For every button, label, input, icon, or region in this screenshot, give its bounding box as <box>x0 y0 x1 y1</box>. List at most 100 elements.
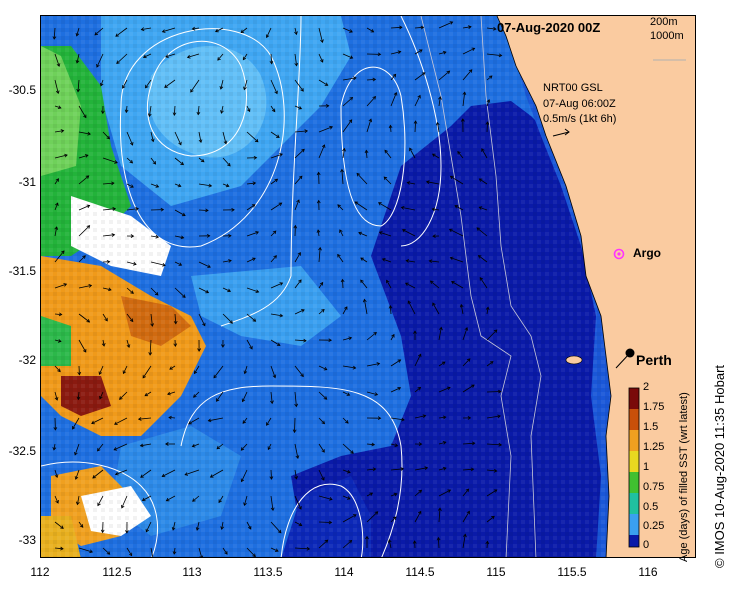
current-arrow <box>414 489 422 497</box>
ssh-contours <box>41 16 442 557</box>
current-arrow <box>366 27 374 33</box>
current-arrow <box>390 26 402 29</box>
current-arrow <box>486 443 502 446</box>
current-arrowhead <box>116 60 120 65</box>
current-arrow <box>198 157 205 163</box>
current-arrowhead <box>394 443 399 447</box>
y-tick-label: -31 <box>18 175 36 189</box>
scale-arrow <box>552 128 570 137</box>
current-arrowhead <box>108 287 112 292</box>
current-arrow <box>126 157 133 164</box>
current-arrowhead <box>241 398 246 403</box>
current-arrowhead <box>114 421 118 425</box>
current-arrowhead <box>454 205 459 209</box>
current-arrowhead <box>130 290 134 294</box>
current-arrowhead <box>418 442 423 446</box>
current-arrow <box>54 79 59 94</box>
current-arrowhead <box>442 441 447 445</box>
current-arrowhead <box>252 553 256 557</box>
current-arrow <box>54 313 62 315</box>
current-arrow <box>221 105 224 114</box>
x-tick-label: 112.5 <box>102 565 132 579</box>
current-arrowhead <box>306 546 311 551</box>
current-arrowhead <box>207 264 211 268</box>
current-arrow <box>102 157 118 164</box>
current-arrowhead <box>253 155 258 160</box>
current-arrow <box>360 279 368 289</box>
current-arrow <box>246 204 256 211</box>
current-arrowhead <box>193 394 197 398</box>
current-arrow <box>96 53 104 68</box>
current-arrowhead <box>252 181 257 186</box>
legend-1000m: 1000m <box>650 30 684 42</box>
current-arrow <box>150 313 153 327</box>
current-arrowhead <box>481 148 485 152</box>
current-arrow <box>125 105 128 113</box>
current-arrow <box>221 521 224 530</box>
current-arrow <box>172 521 176 531</box>
current-arrow <box>77 79 80 92</box>
current-arrowhead <box>407 300 412 305</box>
current-arrowhead <box>318 246 322 251</box>
current-arrow <box>366 118 372 133</box>
current-arrow <box>438 489 451 497</box>
current-arrow <box>390 334 395 341</box>
current-arrow <box>246 547 256 557</box>
current-arrow <box>294 417 296 433</box>
current-arrowhead <box>466 358 471 362</box>
current-arrowhead <box>418 510 422 515</box>
current-arrowhead <box>148 352 153 356</box>
current-arrowhead <box>61 250 65 255</box>
current-arrowhead <box>316 171 321 176</box>
current-arrowhead <box>485 306 490 311</box>
current-arrowhead <box>84 154 89 158</box>
current-arrow <box>481 148 488 159</box>
current-arrow <box>76 27 80 37</box>
current-arrow <box>198 131 202 143</box>
current-arrow <box>438 70 450 81</box>
current-arrow <box>78 131 91 135</box>
current-arrowhead <box>373 332 377 336</box>
current-arrowhead <box>294 403 299 408</box>
current-arrowhead <box>399 25 403 30</box>
current-arrow <box>198 313 206 326</box>
current-arrow <box>54 250 65 263</box>
current-arrowhead <box>221 344 225 348</box>
current-arrowhead <box>167 391 171 396</box>
current-arrowhead <box>493 489 498 493</box>
current-arrow <box>390 516 397 523</box>
current-arrow <box>270 153 283 159</box>
current-arrowhead <box>177 183 182 188</box>
current-arrow <box>126 547 133 556</box>
current-arrowhead <box>83 114 87 119</box>
current-arrowhead <box>240 447 245 451</box>
current-arrowhead <box>406 181 411 185</box>
current-arrow <box>405 282 416 289</box>
current-arrowhead <box>372 467 377 472</box>
y-tick-label: -32 <box>18 353 36 367</box>
current-arrowhead <box>425 180 430 184</box>
current-arrow <box>294 175 303 185</box>
current-arrowhead <box>55 178 59 182</box>
current-arrow <box>342 119 353 133</box>
current-arrow <box>462 92 466 107</box>
current-arrowhead <box>240 478 245 483</box>
current-arrowhead <box>449 21 454 25</box>
current-arrow <box>294 199 300 211</box>
current-arrow <box>342 514 357 523</box>
colorbar-tick: 1.75 <box>643 401 665 413</box>
current-arrow <box>318 27 323 43</box>
current-arrow <box>479 206 488 211</box>
current-arrowhead <box>86 225 91 229</box>
current-arrow <box>198 287 209 293</box>
current-arrow <box>342 97 353 107</box>
current-arrowhead <box>274 90 278 95</box>
current-arrow <box>407 300 416 315</box>
current-arrow <box>390 443 398 447</box>
current-arrow <box>337 254 344 263</box>
current-arrow <box>342 417 349 424</box>
current-arrowhead <box>378 231 383 235</box>
current-arrowhead <box>77 371 82 376</box>
current-arrow <box>54 178 59 185</box>
current-arrow <box>115 27 128 37</box>
